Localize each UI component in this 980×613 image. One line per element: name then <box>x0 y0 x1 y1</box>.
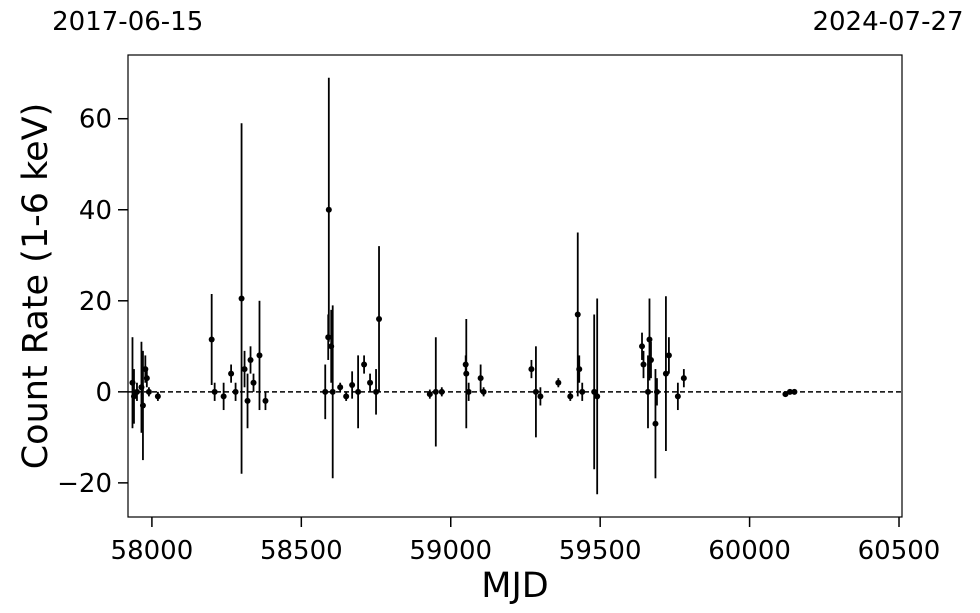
data-point <box>373 388 380 395</box>
data-point <box>211 388 218 395</box>
data-point <box>480 388 487 395</box>
data-point <box>438 388 445 395</box>
x-tick-label: 60000 <box>708 536 791 566</box>
y-tick-label: −20 <box>57 469 112 499</box>
data-point <box>591 388 598 395</box>
data-point <box>791 388 798 395</box>
data-point <box>145 388 152 395</box>
data-point <box>646 336 653 343</box>
data-point <box>647 356 654 363</box>
data-point <box>432 388 439 395</box>
data-point <box>355 388 362 395</box>
data-point <box>640 361 647 368</box>
y-tick-label: 60 <box>79 105 112 135</box>
data-point <box>143 375 150 382</box>
data-point <box>241 366 248 373</box>
data-point <box>232 388 239 395</box>
data-point <box>250 379 257 386</box>
data-point <box>465 388 472 395</box>
x-tick-label: 58000 <box>111 536 194 566</box>
data-point <box>665 352 672 359</box>
data-point <box>555 379 562 386</box>
data-point <box>322 388 329 395</box>
data-point <box>244 397 251 404</box>
data-point <box>220 393 227 400</box>
x-tick-label: 59000 <box>409 536 492 566</box>
data-point <box>133 388 140 395</box>
data-point <box>680 375 687 382</box>
data-point <box>639 343 646 350</box>
x-tick-label: 58500 <box>260 536 343 566</box>
data-point <box>262 397 269 404</box>
data-point <box>567 393 574 400</box>
data-point <box>337 384 344 391</box>
data-point <box>644 388 651 395</box>
data-point <box>786 388 793 395</box>
data-point <box>528 366 535 373</box>
data-point <box>247 356 254 363</box>
data-point <box>343 393 350 400</box>
data-point <box>574 311 581 318</box>
data-point <box>228 370 235 377</box>
data-point <box>463 370 470 377</box>
data-point <box>367 379 374 386</box>
top-date-label: 2017-06-15 <box>52 7 203 37</box>
y-tick-label: 0 <box>95 378 112 408</box>
x-tick-label: 59500 <box>559 536 642 566</box>
y-tick-label: 40 <box>79 196 112 226</box>
data-point <box>256 352 263 359</box>
y-axis-label: Count Rate (1-6 keV) <box>16 103 56 470</box>
data-point <box>674 393 681 400</box>
data-point <box>653 388 660 395</box>
data-point <box>652 420 659 427</box>
data-point <box>579 388 586 395</box>
x-axis-label: MJD <box>481 566 548 606</box>
data-point <box>208 336 215 343</box>
data-point <box>426 391 433 398</box>
data-point <box>477 375 484 382</box>
data-point <box>325 206 332 213</box>
data-point <box>376 316 383 322</box>
data-point <box>537 393 544 400</box>
data-point <box>594 393 601 400</box>
y-tick-label: 20 <box>79 287 112 317</box>
data-point <box>329 388 336 395</box>
data-point <box>662 370 669 377</box>
data-point <box>576 366 583 373</box>
data-point <box>154 393 161 400</box>
data-point <box>238 295 245 302</box>
data-point <box>361 361 368 368</box>
data-point <box>782 391 789 398</box>
plot-frame <box>127 54 903 518</box>
data-point <box>139 402 146 409</box>
data-point <box>532 388 539 395</box>
top-date-label: 2024-07-27 <box>812 7 963 37</box>
x-tick-label: 60500 <box>858 536 941 566</box>
data-point <box>130 393 137 400</box>
data-point <box>349 382 356 388</box>
